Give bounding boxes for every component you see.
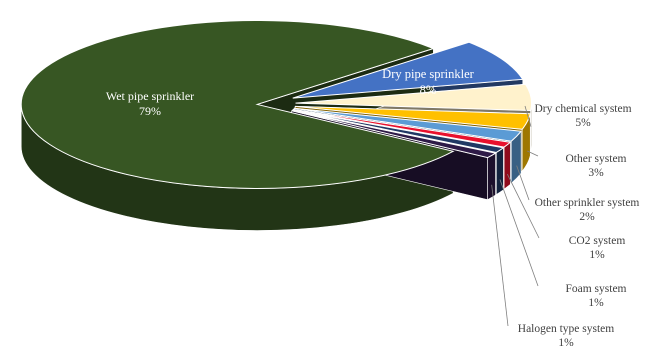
slice-top-dry-chemical-system: [295, 83, 533, 112]
leader-line: [499, 179, 539, 287]
slice-side-5-0: [503, 141, 511, 190]
slice-label-name: Dry chemical system: [534, 103, 631, 115]
slice-label-value: 8%: [420, 83, 437, 97]
slice-top-other-sprinkler-system: [294, 107, 523, 142]
slice-label-name: Other system: [565, 153, 626, 165]
slice-label-name: Wet pipe sprinkler: [106, 89, 194, 103]
slice-side-6-0: [496, 147, 504, 195]
slice-top-halogen-type-system: [291, 110, 497, 159]
slice-label-value: 1%: [589, 249, 605, 261]
slice-label-name: Foam system: [565, 283, 626, 295]
slice-label-value: 79%: [139, 104, 161, 118]
leader-line: [524, 105, 532, 127]
leader-line: [527, 150, 539, 157]
slice-label-value: 2%: [579, 211, 595, 223]
slice-label-name: CO2 system: [569, 235, 626, 247]
slice-top-other-system: [295, 105, 531, 130]
slice-label-value: 1%: [588, 297, 604, 309]
leader-lines-layer: [491, 105, 540, 327]
slice-label-name: Halogen type system: [518, 323, 615, 335]
slice-label-name: Dry pipe sprinkler: [382, 67, 474, 81]
slice-label-value: 5%: [575, 117, 591, 129]
slice-label-value: 3%: [588, 167, 604, 179]
slice-top-co2-system: [293, 108, 512, 148]
slice-top-foam-system: [292, 109, 505, 153]
slice-label-name: Other sprinkler system: [535, 197, 640, 209]
slice-side-7-0: [487, 152, 496, 201]
slice-top-dry-pipe-sprinkler: [292, 41, 524, 99]
slice-label-value: 1%: [558, 337, 574, 348]
leader-line: [491, 184, 509, 327]
leader-line: [506, 173, 540, 239]
slice-top-wet-pipe-sprinkler: [20, 19, 455, 189]
slice-tops-layer: [20, 19, 533, 189]
leader-line: [516, 165, 530, 201]
